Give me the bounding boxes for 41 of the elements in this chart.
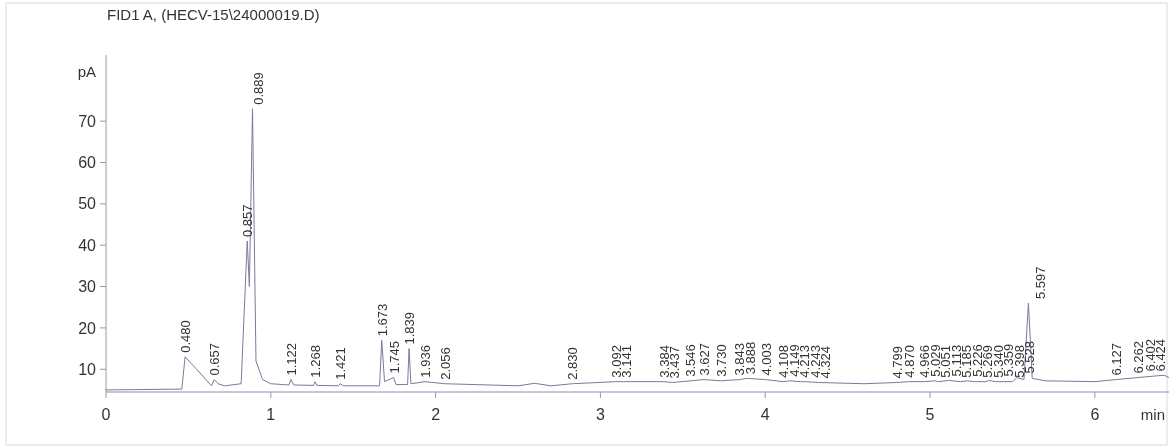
y-tick-label: 50	[78, 195, 97, 213]
annotation: 5.597	[1032, 266, 1048, 300]
annotation: 3.627	[696, 343, 712, 376]
annotation: 3.730	[713, 344, 729, 377]
y-tick-label: 20	[78, 319, 97, 337]
annotation: 0.657	[207, 343, 223, 376]
annotation: 6.424	[1153, 338, 1168, 372]
y-tick-label: 30	[78, 278, 97, 296]
annotation: 0.889	[250, 72, 266, 105]
x-tick-label: 2	[431, 406, 441, 423]
y-axis-title: pA	[77, 63, 96, 80]
y-tick-label: 60	[78, 154, 97, 172]
annotation: 3.141	[619, 345, 635, 378]
y-tick-label: 40	[78, 236, 97, 254]
annotation: 3.546	[683, 344, 699, 377]
annotation: 0.480	[178, 320, 194, 353]
x-tick-label: 3	[595, 406, 605, 423]
annotation: 4.003	[758, 343, 774, 376]
annotation: 2.056	[437, 347, 453, 380]
x-tick-label: 4	[760, 406, 770, 423]
annotation: 1.936	[418, 345, 434, 378]
annotation: 6.127	[1108, 343, 1124, 376]
x-tick-label: 1	[266, 406, 276, 423]
x-tick-label: 0	[101, 406, 111, 423]
annotation: 1.839	[402, 312, 418, 345]
annotation: 4.324	[818, 345, 834, 379]
annotation: 6.262	[1131, 340, 1147, 374]
chart-title: FID1 A, (HECV-15\24000019.D)	[107, 6, 320, 23]
annotation: 1.122	[283, 343, 299, 376]
annotation: 0.857	[240, 204, 256, 238]
y-tick-label: 70	[78, 112, 97, 130]
x-tick-label: 5	[925, 406, 935, 423]
annotation: 1.745	[386, 340, 402, 374]
x-axis-title: min	[1140, 406, 1165, 423]
annotation: 1.421	[333, 347, 349, 380]
y-tick-label: 10	[78, 360, 97, 378]
annotation: 2.830	[565, 347, 581, 380]
line-series	[105, 108, 1169, 391]
x-tick-label: 6	[1090, 406, 1100, 423]
annotation: 1.268	[307, 345, 323, 378]
annotation: 1.673	[374, 303, 390, 337]
